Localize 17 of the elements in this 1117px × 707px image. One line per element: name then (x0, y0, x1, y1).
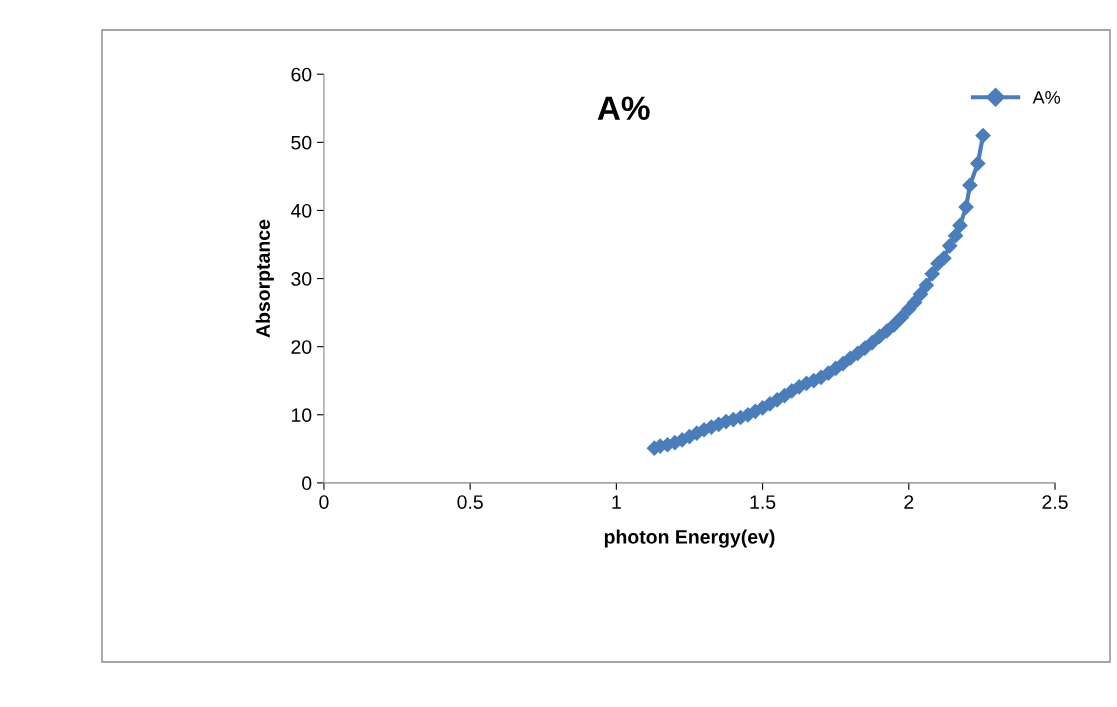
x-tick-label: 0.5 (457, 495, 483, 509)
x-tick-label: 1.5 (750, 495, 776, 509)
x-tick-label: 2.5 (1042, 495, 1068, 509)
y-tick-label: 0 (302, 476, 312, 491)
y-tick-label: 60 (291, 67, 312, 82)
text: A% (597, 96, 650, 120)
y-tick-label: 10 (291, 408, 312, 423)
x-tick-label: 2 (904, 495, 914, 509)
x-tick-label: 1 (612, 495, 621, 509)
legend-label: A% (1032, 91, 1061, 104)
y-tick-label: 30 (291, 272, 312, 286)
y-tick-label: 40 (290, 203, 312, 218)
x-axis-title: photon Energy(ev) (604, 529, 775, 548)
y-axis-title: Absorptance (255, 219, 274, 338)
y-tick-label: 20 (291, 340, 312, 354)
x-tick-label: 0 (319, 495, 329, 509)
y-tick-label: 50 (291, 135, 312, 150)
